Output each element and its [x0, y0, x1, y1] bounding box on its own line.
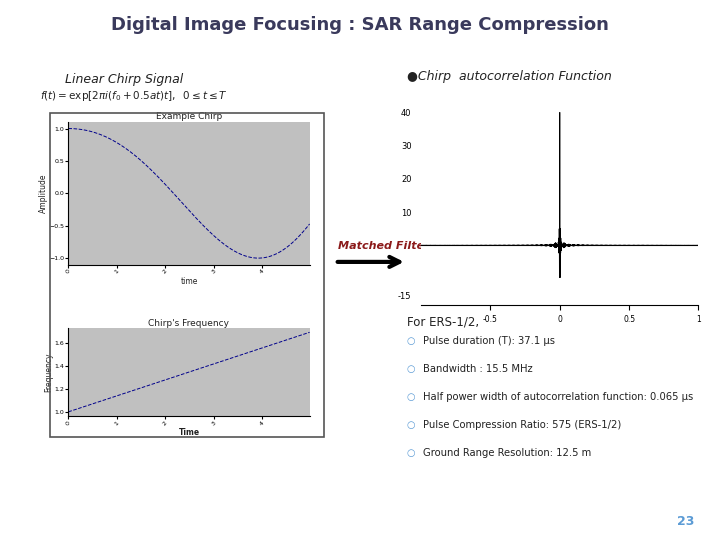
Text: Bandwidth : 15.5 MHz: Bandwidth : 15.5 MHz: [423, 364, 532, 374]
Text: Pulse Compression Ratio: 575 (ERS-1/2): Pulse Compression Ratio: 575 (ERS-1/2): [423, 420, 621, 430]
Text: Digital Image Focusing : SAR Range Compression: Digital Image Focusing : SAR Range Compr…: [111, 16, 609, 34]
Text: Linear Chirp Signal: Linear Chirp Signal: [65, 73, 183, 86]
Text: Matched Filtering: Matched Filtering: [338, 241, 450, 251]
Text: 23: 23: [678, 515, 695, 528]
Title: Example Chirp: Example Chirp: [156, 112, 222, 122]
Text: ○: ○: [407, 336, 418, 346]
Text: ○: ○: [407, 392, 418, 402]
X-axis label: time: time: [180, 276, 198, 286]
Text: For ERS-1/2,: For ERS-1/2,: [407, 316, 479, 329]
Text: Ground Range Resolution: 12.5 m: Ground Range Resolution: 12.5 m: [423, 448, 591, 458]
Text: ○: ○: [407, 420, 418, 430]
Y-axis label: Amplitude: Amplitude: [39, 173, 48, 213]
Text: Pulse duration (T): 37.1 μs: Pulse duration (T): 37.1 μs: [423, 336, 554, 346]
Text: $f(t) = \exp[2\pi i(f_0 + 0.5at)t], \;\; 0 \leq t \leq T$: $f(t) = \exp[2\pi i(f_0 + 0.5at)t], \;\;…: [40, 89, 228, 103]
Text: Half power width of autocorrelation function: 0.065 μs: Half power width of autocorrelation func…: [423, 392, 693, 402]
Text: ○: ○: [407, 364, 418, 374]
Text: ●Chirp  autocorrelation Function: ●Chirp autocorrelation Function: [407, 70, 611, 83]
Y-axis label: Frequency: Frequency: [44, 352, 53, 392]
Text: ○: ○: [407, 448, 418, 458]
X-axis label: Time: Time: [179, 428, 199, 437]
Title: Chirp's Frequency: Chirp's Frequency: [148, 319, 230, 328]
